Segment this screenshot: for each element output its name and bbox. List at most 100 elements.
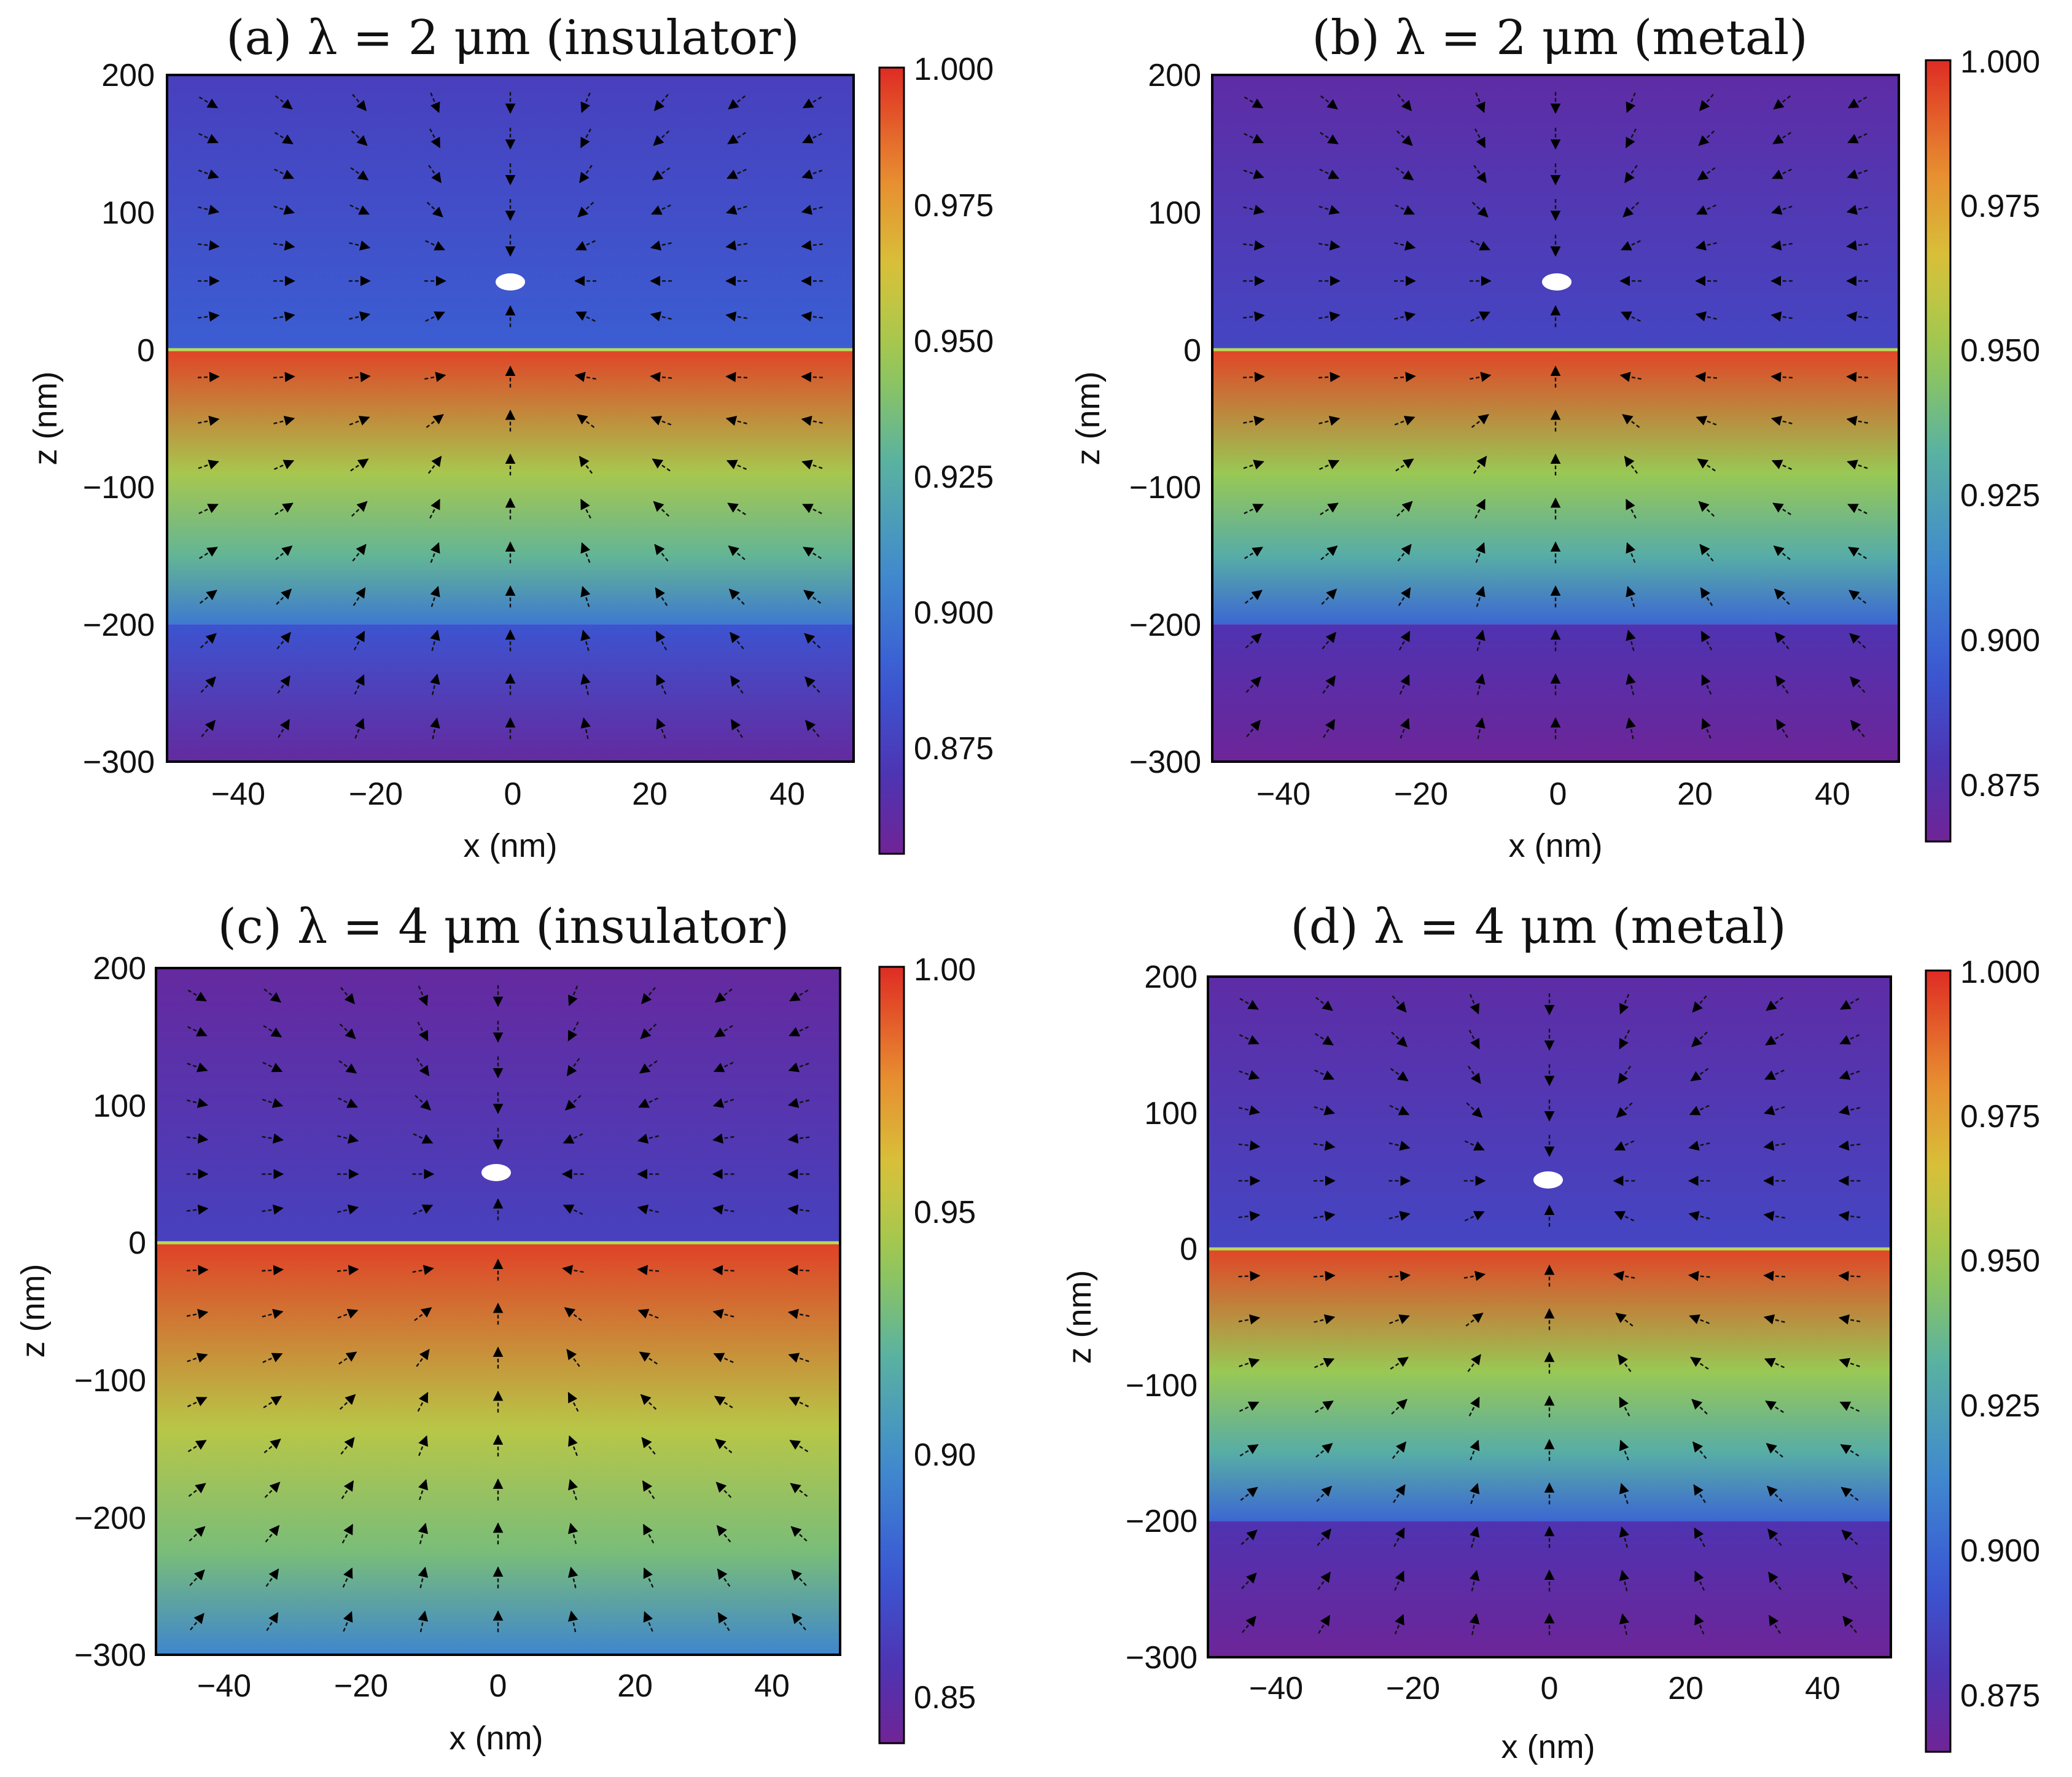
panel-c-field-arrow (414, 1307, 432, 1321)
panel-a-field-arrow (653, 501, 670, 517)
panel-b-field-arrow (1770, 311, 1793, 322)
panel-a-field-arrow (725, 311, 747, 322)
panel-a-field-arrow (652, 458, 671, 472)
panel-b-y-tick-label: 200 (1148, 58, 1201, 93)
panel-b-field-arrow (1318, 311, 1341, 322)
panel-d-plot-frame (1207, 975, 1892, 1658)
panel-c-field-arrow (787, 1204, 810, 1215)
panel-a-field-arrow (349, 240, 371, 251)
panel-a-field-arrow (427, 456, 442, 474)
panel-a-field-arrow (579, 165, 593, 184)
panel-b-field-arrow (1846, 311, 1868, 322)
panel-b-colorbar (1925, 59, 1952, 843)
panel-d-field-arrow (1619, 994, 1630, 1015)
panel-b-field-arrow (1397, 544, 1412, 562)
panel-d-field-arrow (1238, 1140, 1261, 1151)
panel-c-field-arrow (712, 1204, 734, 1215)
panel-b-field-arrow (1621, 311, 1641, 322)
panel-d-field-arrow (1241, 1615, 1256, 1633)
panel-b-field-arrow (1846, 205, 1868, 215)
panel-a-colorbar-tick-label: 0.975 (914, 188, 994, 224)
panel-d-x-tick-label: 0 (1541, 1671, 1559, 1706)
panel-c-field-arrow (187, 1440, 207, 1453)
panel-a-field-arrow (200, 676, 216, 693)
panel-d-y-tick-label: −200 (1126, 1504, 1198, 1539)
panel-a-colorbar-ticks: 1.000 0.975 0.950 0.925 0.900 0.875 (914, 52, 994, 767)
panel-c-field-arrow (642, 1523, 655, 1544)
panel-d-colorbar-tick-label: 0.975 (1960, 1099, 2040, 1135)
panel-b-field-arrow (1626, 92, 1636, 113)
panel-a-field-arrow (352, 587, 366, 606)
panel-d-field-arrow (1838, 1211, 1861, 1222)
panel-d-field-arrow (1464, 1140, 1485, 1151)
panel-a-arrows (198, 92, 823, 740)
panel-a-field-arrow (725, 415, 747, 426)
panel-b-field-arrow (1699, 93, 1714, 111)
panel-b-field-arrow (1772, 502, 1791, 515)
panel-a-y-tick-label: −200 (83, 607, 155, 643)
panel-b-x-tick-label: 40 (1815, 776, 1850, 812)
panel-c-field-arrow (415, 1095, 432, 1111)
panel-b-field-arrow (1243, 311, 1265, 322)
panel-b-field-arrow (1398, 630, 1411, 650)
panel-d-field-arrow (1838, 1314, 1861, 1325)
panel-c-field-arrow (712, 1265, 734, 1276)
panel-d-field-arrow (1694, 1570, 1705, 1591)
panel-d-field-arrow (1842, 1572, 1858, 1590)
panel-a-field-arrow (429, 499, 440, 519)
panel-d-field-arrow (1766, 1485, 1783, 1502)
panel-b-field-arrow (1696, 204, 1716, 215)
panel-b-field-arrow (1701, 674, 1712, 695)
panel-a-colorbar-tick-label: 0.950 (914, 324, 994, 359)
panel-a-field-arrow (730, 719, 743, 738)
panel-c-field-arrow (418, 1523, 429, 1544)
panel-c-field-arrow (791, 1569, 807, 1587)
panel-d-field-arrow (1613, 1270, 1635, 1281)
panel-c-field-arrow (567, 1523, 578, 1544)
panel-c-x-tick-label: 0 (489, 1668, 507, 1704)
panel-a-field-arrow (200, 633, 217, 649)
panel-b-field-arrow (1624, 165, 1638, 184)
panel-d-field-arrow (1764, 1069, 1785, 1080)
panel-c-field-arrow (568, 1435, 578, 1456)
panel-b-field-arrow (1318, 415, 1341, 426)
panel-b-field-arrow (1771, 459, 1792, 471)
panel-d-field-arrow (1763, 1140, 1785, 1151)
panel-c-field-arrow (643, 1567, 654, 1588)
panel-c-field-arrow (787, 1098, 809, 1108)
panel-a-field-arrow (275, 545, 293, 560)
panel-d-field-arrow (1392, 1441, 1407, 1459)
panel-b-field-arrow (1621, 240, 1641, 251)
panel-b-field-arrow (1847, 133, 1868, 144)
panel-b-y-tick-label: 100 (1148, 195, 1201, 231)
panel-d-field-arrow (1393, 1484, 1406, 1503)
panel-b: (b) λ = 2 μm (metal) −40 −20 0 20 40 200… (1070, 10, 2040, 864)
panel-c-field-arrow (638, 1097, 658, 1108)
panel-c-field-arrow (564, 1095, 582, 1111)
panel-d: (d) λ = 4 μm (metal) −40 −20 0 20 40 200… (1061, 899, 2040, 1765)
panel-b-field-arrow (1697, 458, 1716, 472)
panel-d-field-arrow (1839, 1401, 1860, 1412)
panel-c-field-arrow (566, 1058, 580, 1077)
panel-a-field-arrow (728, 545, 746, 560)
panel-d-field-arrow (1463, 1270, 1486, 1281)
panel-d-field-arrow (1317, 1528, 1331, 1546)
panel-b-field-arrow (1474, 128, 1486, 149)
panel-d-colorbar-tick-label: 0.875 (1960, 1678, 2040, 1714)
panel-c-field-arrow (263, 988, 282, 1003)
panel-a-field-arrow (428, 165, 442, 184)
panel-b-y-axis-label: z (nm) (1070, 372, 1107, 466)
panel-c-field-arrow (340, 1437, 355, 1455)
panel-b-field-arrow (1470, 372, 1492, 382)
panel-c-field-arrow (262, 1133, 284, 1144)
panel-a-title: (a) λ = 2 μm (insulator) (226, 10, 800, 66)
panel-b-field-arrow (1395, 167, 1414, 181)
panel-d-field-arrow (1239, 1401, 1260, 1412)
panel-d-field-arrow (1388, 1141, 1411, 1151)
panel-c-field-arrow (637, 1265, 660, 1276)
panel-d-y-axis-label: z (nm) (1061, 1270, 1098, 1364)
panel-a-plot-frame (166, 74, 855, 763)
panel-d-field-arrow (1619, 1439, 1629, 1461)
panel-b-field-arrow (1849, 633, 1866, 649)
panel-b-y-tick-label: 0 (1183, 333, 1201, 369)
